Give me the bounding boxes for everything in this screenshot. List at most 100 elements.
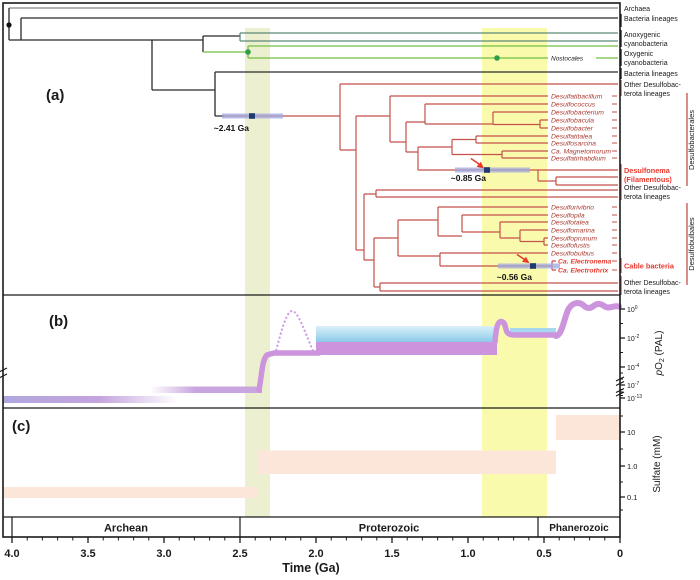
time-tick-label: 3.0 (156, 548, 171, 560)
node-marker-0-85 (484, 167, 490, 173)
label-anoxygenic-1: Anoxygenic (624, 32, 661, 39)
taxon-label: Desulfatibacillum (551, 94, 603, 101)
time-tick-label: 2.5 (232, 548, 247, 560)
label-desulfonema-2: (Filamentous) (624, 175, 672, 184)
po2-tick-0: 100 (627, 305, 638, 314)
ci-bar-0-85 (455, 167, 530, 173)
label-bacteria-lineages-1: Bacteria lineages (624, 16, 678, 23)
label-bacteria-lineages-2: Bacteria lineages (624, 71, 678, 78)
label-other-1b: terota lineages (624, 91, 670, 98)
age-label-2-41: ~2.41 Ga (214, 123, 249, 133)
label-desulfobulbales-order: Desulfobulbales (687, 217, 696, 271)
po2-upper-bound-blue-band (316, 326, 497, 343)
po2-minor-ticks (620, 323, 623, 396)
arrowhead-0-56-icon (522, 256, 530, 264)
taxon-label: Desulfurivibrio (551, 205, 594, 212)
po2-tick-7: 10-7 (627, 381, 639, 390)
ci-bar-0-56 (498, 263, 560, 269)
age-label-0-85: ~0.85 Ga (451, 173, 486, 183)
sulfate-tick-1: 1.0 (627, 462, 637, 471)
label-cable-bacteria: Cable bacteria (624, 262, 675, 271)
sulfate-archean-bar (3, 487, 258, 498)
sulfate-tick-10: 10 (627, 428, 635, 437)
po2-tick-4: 10-4 (627, 363, 639, 372)
panel-b-po2: (b) (3, 299, 622, 403)
taxon-label: Desulfobacterium (551, 110, 604, 117)
sulfate-minor-ticks (620, 415, 623, 511)
anoxygenic-cyanobacteria-branches (239, 32, 618, 42)
era-archean: Archean (104, 523, 148, 535)
taxon-label: Desulfosarcina (551, 141, 596, 148)
time-major-ticks (11, 537, 621, 543)
po2-early-archean-bar (3, 396, 178, 403)
taxon-label: Desulfobacter (551, 126, 594, 133)
taxon-label-electronema: Ca. Electronema (558, 259, 611, 266)
taxon-label: Desulfotalea (551, 220, 589, 227)
panel-c-sulfate: (c) (3, 415, 620, 498)
label-other-3a: Other Desulfobac- (624, 280, 681, 287)
label-desulfonema-1: Desulfonema (624, 166, 671, 175)
label-desulfobacterales-order: Desulfobacterales (687, 110, 696, 170)
taxon-label: Desulfofustis (551, 243, 591, 250)
taxon-label: Desulfobacula (551, 118, 594, 125)
panel-a-label: (a) (46, 87, 64, 104)
cyanobacteria-crown-dot (245, 49, 251, 55)
po2-late-archean-bar (150, 386, 262, 393)
panel-a-tree: Nostocales ~2.41 Ga ~0.85 Ga ~0.56 Ga De… (6, 6, 696, 296)
time-tick-label: 3.5 (80, 548, 95, 560)
label-anoxygenic-2: cyanobacteria (624, 41, 668, 48)
label-other-3b: terota lineages (624, 289, 670, 296)
sulfate-phanerozoic-bar (556, 415, 620, 440)
node-marker-2-41 (249, 113, 255, 119)
era-phanerozoic: Phanerozoic (549, 523, 609, 534)
nostocales-crown-dot (494, 55, 500, 61)
figure-frame (2, 2, 621, 538)
taxon-label: Desulfobulbus (551, 251, 595, 258)
label-oxygenic-1: Oxygenic (624, 51, 654, 58)
time-axis-title: Time (Ga) (282, 561, 339, 575)
time-tick-label: 2.0 (308, 548, 323, 560)
po2-phanerozoic-rise (553, 299, 622, 339)
taxon-label: Desulfomarina (551, 228, 595, 235)
po2-noe-bump (492, 318, 559, 345)
taxon-label-electrothrix: Ca. Electrothrix (558, 268, 609, 275)
panel-c-label: (c) (12, 418, 30, 435)
taxon-label: Desulfatirhabdium (551, 156, 606, 163)
time-tick-label: 1.5 (384, 548, 399, 560)
arrowhead-0-85-icon (476, 161, 484, 169)
label-other-1a: Other Desulfobac- (624, 82, 681, 89)
time-tick-label: 0.5 (536, 548, 551, 560)
sulfate-axis-title: Sulfate (mM) (652, 435, 663, 492)
taxon-label: Ca. Magnetomorum (551, 149, 611, 156)
age-label-0-56: ~0.56 Ga (497, 272, 532, 282)
label-archaea: Archaea (624, 6, 650, 13)
time-tick-label: 1.0 (460, 548, 475, 560)
era-dividers (11, 517, 539, 537)
noe-band (482, 28, 547, 517)
era-proterozoic: Proterozoic (359, 523, 420, 535)
sulfate-tick-01: 0.1 (627, 493, 637, 502)
time-minor-ticks (26, 537, 606, 541)
nostocales-label: Nostocales (551, 56, 584, 63)
sulfate-proterozoic-bar (258, 450, 556, 474)
po2-tick-2: 10-2 (627, 334, 639, 343)
label-other-2a: Other Desulfobac- (624, 185, 681, 192)
po2-ediacaran-blue-stripe (510, 328, 556, 335)
left-axis-break-icon (0, 367, 8, 379)
taxon-label: Desulfopila (551, 213, 585, 220)
label-other-2b: terota lineages (624, 194, 670, 201)
node-marker-0-56 (530, 263, 536, 269)
goe-band (245, 28, 270, 517)
label-oxygenic-2: cyanobacteria (624, 60, 668, 67)
tip-label-dashes (612, 95, 617, 271)
po2-goe-rise (256, 350, 322, 393)
taxon-label: Desulfatitalea (551, 134, 592, 141)
panel-b-label: (b) (49, 313, 68, 330)
time-tick-label: 0 (617, 548, 623, 560)
time-tick-label: 4.0 (4, 548, 19, 560)
taxon-label: Desulfococcus (551, 102, 596, 109)
sulfate-major-ticks (620, 431, 625, 498)
po2-major-ticks (620, 308, 625, 399)
root-node-dot (6, 22, 12, 28)
